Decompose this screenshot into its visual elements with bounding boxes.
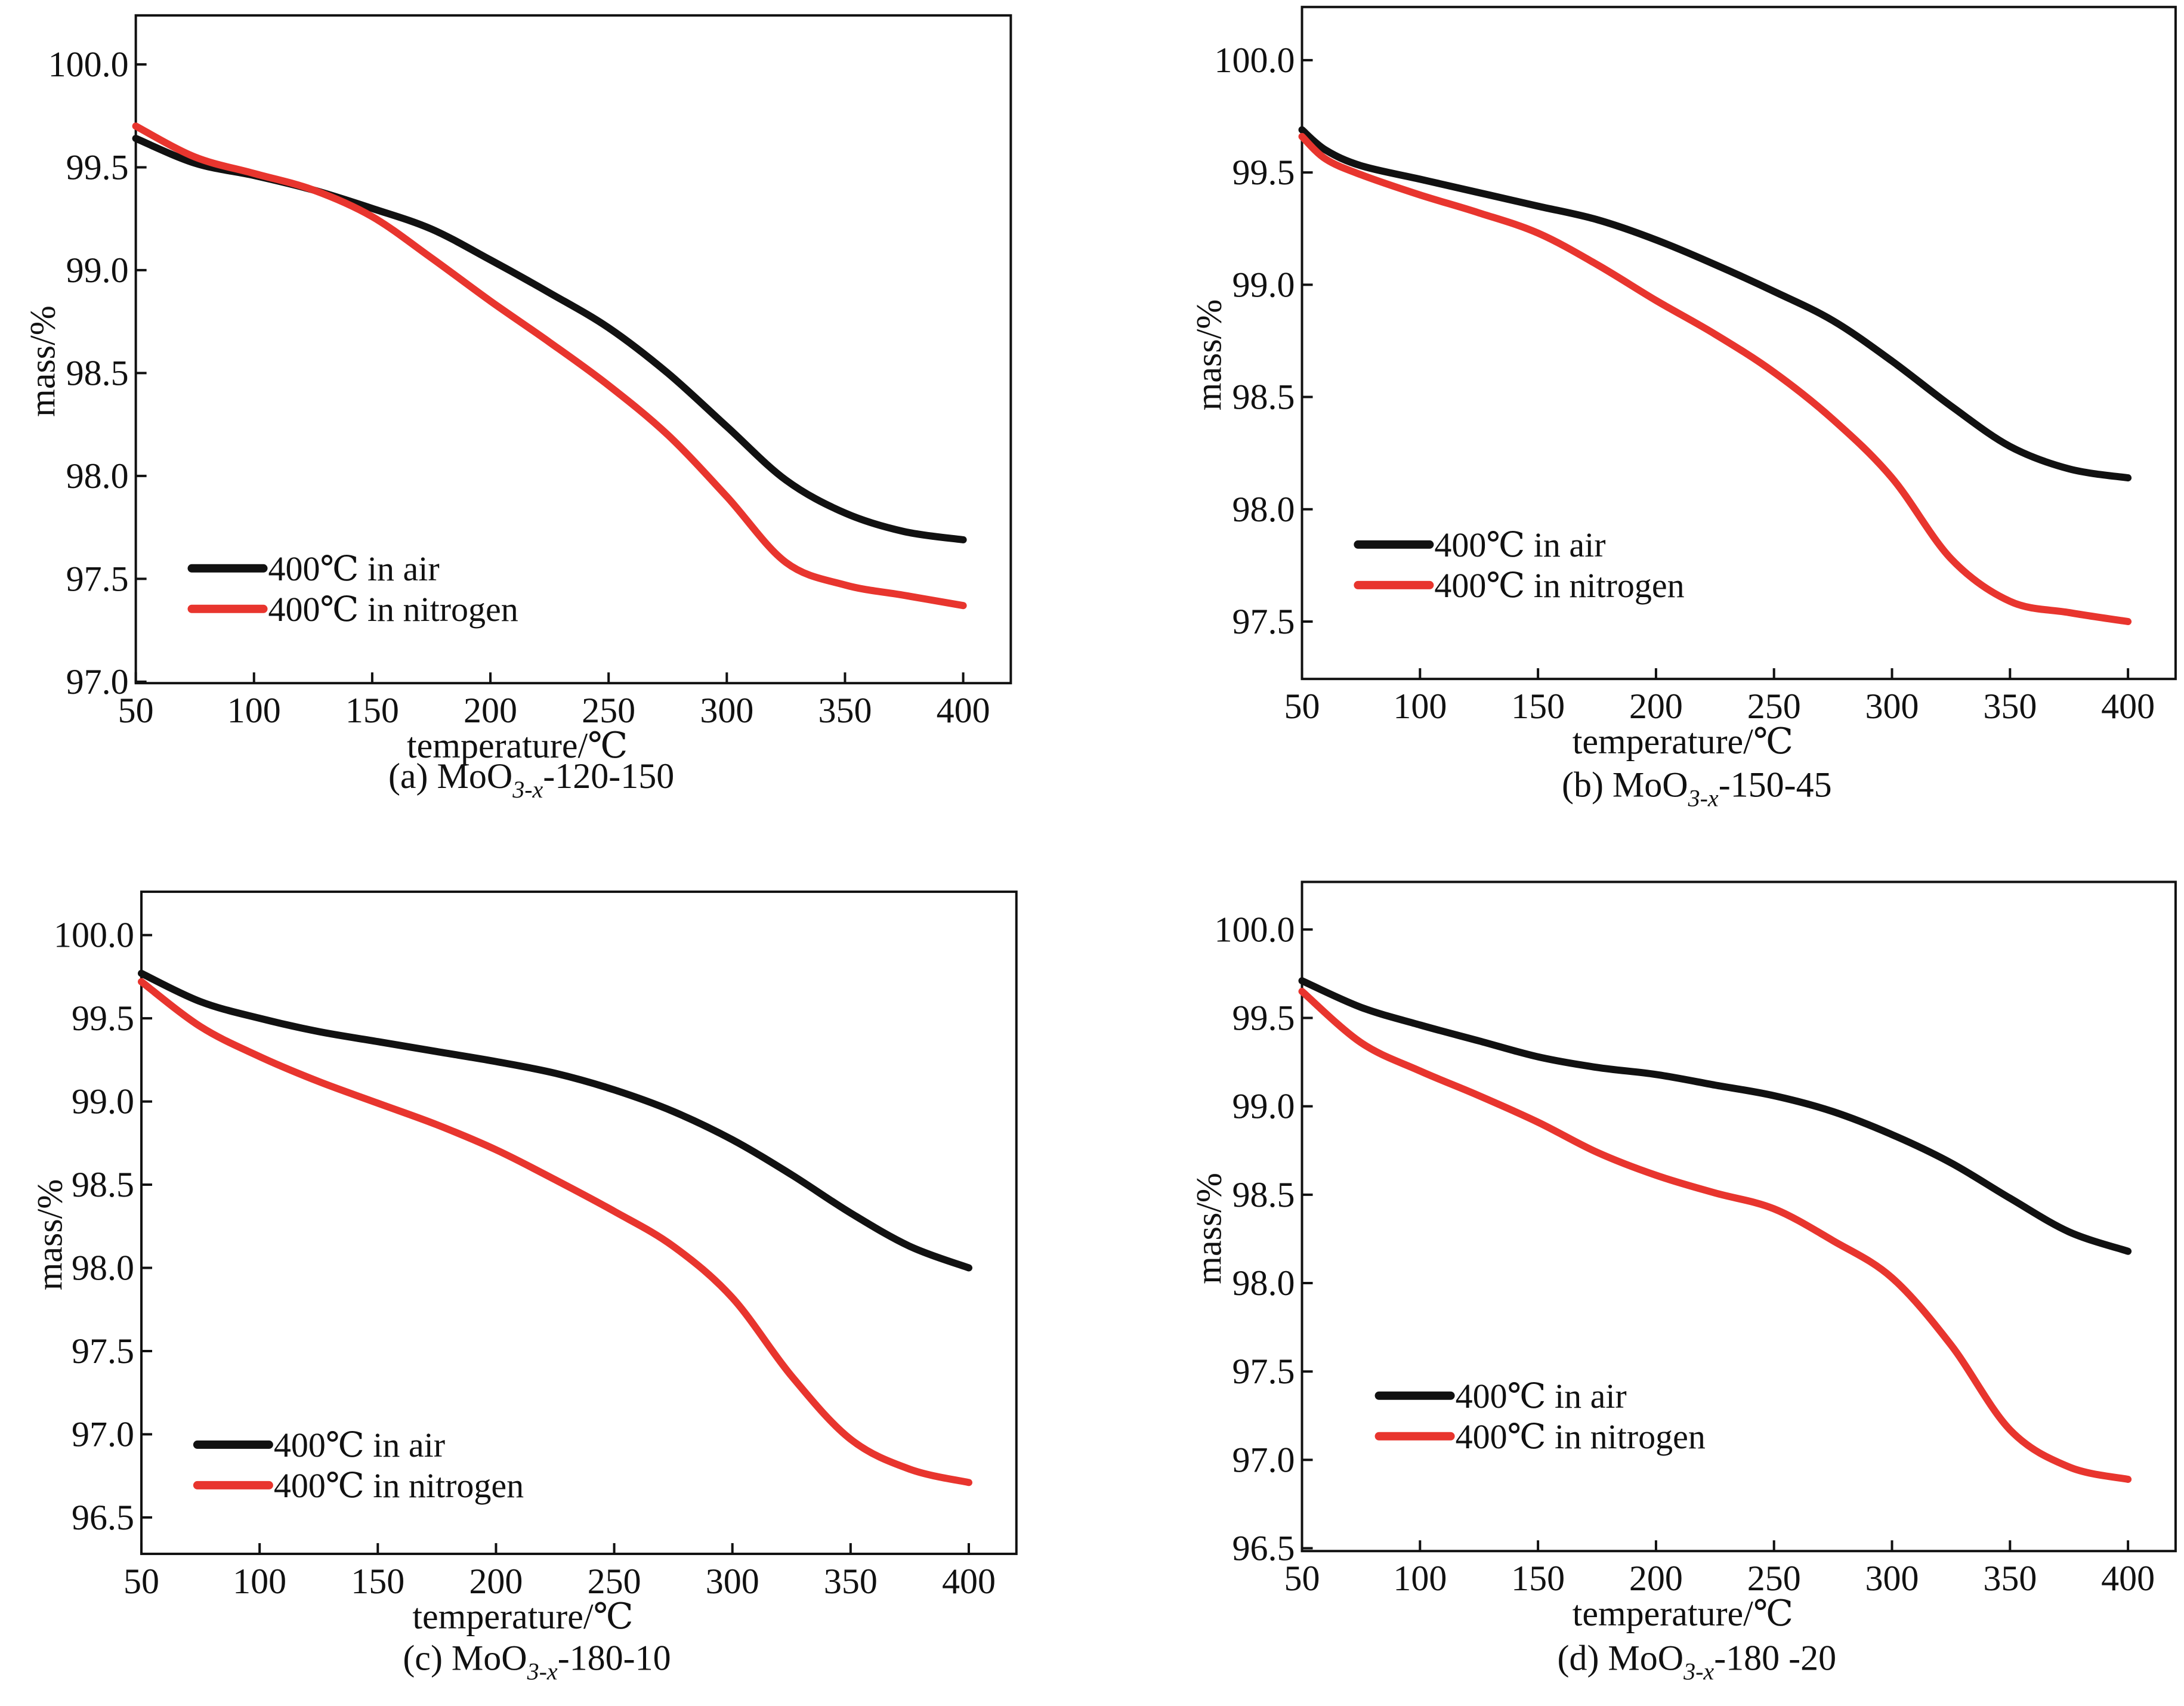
y-tick-label: 97.0: [66, 662, 129, 701]
legend-label-air: 400℃ in air: [268, 549, 440, 588]
y-tick-label: 97.5: [1232, 602, 1295, 641]
y-tick-label: 99.0: [72, 1082, 134, 1121]
y-tick-label: 99.5: [72, 999, 134, 1038]
x-tick-label: 350: [1983, 687, 2037, 726]
panel-a: 97.0 97.5 98.0 98.5 99.0 99.5 100.0 50 100 150 200…: [23, 14, 1012, 803]
x-tick-label: 300: [1865, 1559, 1919, 1598]
y-axis-label: mass/%: [23, 305, 63, 417]
panel-d: 96.5 97.0 97.5 98.0 98.5 99.0 99.5 100.0 50 100 15…: [1190, 880, 2177, 1685]
y-axis-label: mass/%: [1190, 1173, 1229, 1284]
y-tick-label: 98.5: [1232, 378, 1295, 417]
series-line-air: [138, 969, 972, 1272]
legend-label-air: 400℃ in air: [1434, 526, 1605, 564]
series-line-nitrogen: [1298, 132, 2132, 625]
x-tick-label: 100: [1393, 1559, 1447, 1598]
plot-frame: [1300, 880, 2177, 1553]
x-tick-label: 100: [233, 1562, 286, 1601]
x-tick-label: 350: [818, 691, 872, 730]
x-tick-label: 100: [227, 691, 281, 730]
y-tick-label: 98.5: [72, 1165, 134, 1204]
y-tick-label: 100.0: [1215, 910, 1295, 949]
y-tick-label: 98.0: [1232, 1263, 1295, 1303]
x-tick-label: 300: [706, 1562, 759, 1601]
y-tick-label: 98.0: [72, 1248, 134, 1288]
panel-b: 97.5 98.0 98.5 99.0 99.5 100.0 50 100 150 200 250 3…: [1190, 5, 2177, 811]
x-tick-label: 250: [1747, 1559, 1801, 1598]
x-tick-label: 250: [588, 1562, 641, 1601]
x-axis-label: temperature/℃: [412, 1597, 633, 1636]
x-axis-label: temperature/℃: [1573, 722, 1793, 761]
x-tick-label: 300: [700, 691, 753, 730]
y-tick-label: 96.5: [1232, 1529, 1295, 1568]
x-tick-label: 400: [2101, 687, 2155, 726]
y-tick-label: 97.0: [1232, 1440, 1295, 1479]
x-tick-label: 200: [464, 691, 517, 730]
y-tick-label: 98.0: [66, 456, 129, 496]
y-tick-label: 100.0: [1215, 41, 1295, 80]
series-line-nitrogen: [1298, 988, 2132, 1483]
y-tick-label: 97.5: [72, 1331, 134, 1371]
x-tick-label: 350: [824, 1562, 878, 1601]
y-tick-label: 99.0: [1232, 1087, 1295, 1126]
x-tick-label: 150: [1511, 1559, 1565, 1598]
x-tick-label: 250: [582, 691, 635, 730]
x-tick-label: 100: [1393, 687, 1447, 726]
series-line-nitrogen: [138, 978, 972, 1486]
x-axis-label: temperature/℃: [1573, 1594, 1793, 1633]
x-tick-label: 50: [118, 691, 154, 730]
panel-caption: (b) MoO3-x-150-45: [1562, 765, 1832, 811]
x-tick-label: 250: [1747, 687, 1801, 726]
y-tick-label: 100.0: [48, 45, 129, 84]
x-axis-label: temperature/℃: [407, 726, 628, 765]
y-tick-label: 97.0: [72, 1414, 134, 1454]
plot-frame: [134, 14, 1012, 685]
panel-caption: (a) MoO3-x-120-150: [388, 756, 674, 803]
legend-label-nitrogen: 400℃ in nitrogen: [1456, 1417, 1706, 1456]
legend-label-nitrogen: 400℃ in nitrogen: [268, 590, 518, 629]
panel-caption: (c) MoO3-x-180-10: [403, 1639, 671, 1685]
x-tick-label: 200: [469, 1562, 523, 1601]
y-tick-label: 99.0: [1232, 265, 1295, 304]
y-tick-label: 99.5: [66, 147, 129, 187]
x-tick-label: 200: [1629, 1559, 1683, 1598]
x-tick-label: 150: [345, 691, 399, 730]
plot-frame: [140, 890, 1018, 1555]
y-tick-label: 98.5: [66, 353, 129, 392]
y-tick-label: 99.0: [66, 251, 129, 290]
y-tick-label: 100.0: [54, 916, 134, 955]
x-tick-label: 150: [351, 1562, 404, 1601]
x-tick-label: 300: [1865, 687, 1919, 726]
x-tick-label: 150: [1511, 687, 1565, 726]
y-tick-label: 99.5: [1232, 153, 1295, 192]
legend-label-nitrogen: 400℃ in nitrogen: [1434, 566, 1684, 605]
plot-frame: [1300, 5, 2177, 681]
y-tick-label: 97.5: [1232, 1352, 1295, 1391]
legend-label-air: 400℃ in air: [1456, 1377, 1627, 1416]
panel-caption: (d) MoO3-x-180 -20: [1557, 1639, 1836, 1685]
y-axis-label: mass/%: [1190, 299, 1229, 411]
legend-label-nitrogen: 400℃ in nitrogen: [274, 1466, 524, 1505]
x-tick-label: 400: [2101, 1559, 2155, 1598]
x-tick-label: 350: [1983, 1559, 2037, 1598]
y-tick-label: 98.0: [1232, 490, 1295, 529]
y-tick-label: 99.5: [1232, 998, 1295, 1037]
series-line-nitrogen: [132, 122, 967, 610]
x-tick-label: 50: [1284, 1559, 1320, 1598]
series-line-air: [1298, 126, 2132, 482]
y-tick-label: 98.5: [1232, 1175, 1295, 1214]
x-tick-label: 200: [1629, 687, 1683, 726]
y-tick-label: 97.5: [66, 559, 129, 598]
panel-c: 96.5 97.0 97.5 98.0 98.5 99.0 99.5 100.0 50 100 15…: [30, 890, 1018, 1685]
x-tick-label: 400: [937, 691, 990, 730]
y-axis-label: mass/%: [30, 1179, 69, 1291]
legend-label-air: 400℃ in air: [274, 1426, 445, 1464]
series-line-air: [1298, 977, 2132, 1255]
y-tick-label: 96.5: [72, 1498, 134, 1537]
x-tick-label: 50: [1284, 687, 1320, 726]
x-tick-label: 50: [123, 1562, 159, 1601]
x-tick-label: 400: [942, 1562, 996, 1601]
